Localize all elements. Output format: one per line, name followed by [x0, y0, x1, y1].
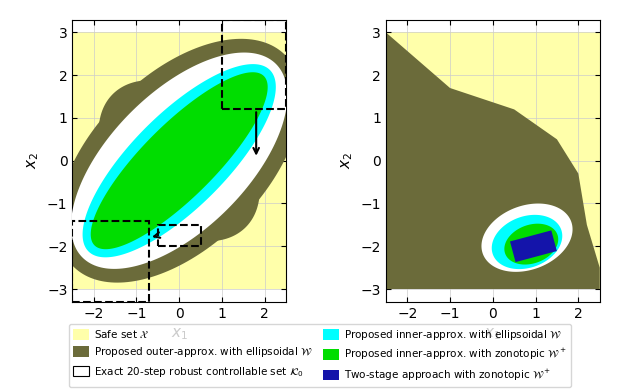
X-axis label: $x_1$: $x_1$	[484, 326, 501, 342]
Polygon shape	[99, 80, 260, 241]
Polygon shape	[83, 64, 276, 257]
Bar	[158, 225, 200, 246]
Polygon shape	[481, 203, 573, 272]
Polygon shape	[510, 230, 557, 262]
Polygon shape	[91, 72, 268, 249]
Polygon shape	[386, 33, 600, 289]
Y-axis label: $x_2$: $x_2$	[26, 152, 42, 169]
Legend: Safe set $\mathcal{X}$, Proposed outer-approx. with ellipsoidal $\mathcal{W}$, E: Safe set $\mathcal{X}$, Proposed outer-a…	[69, 324, 571, 387]
Y-axis label: $x_2$: $x_2$	[339, 152, 355, 169]
Polygon shape	[492, 215, 563, 269]
Bar	[72, 221, 149, 302]
X-axis label: $x_1$: $x_1$	[171, 326, 188, 342]
Polygon shape	[58, 39, 301, 283]
Polygon shape	[386, 33, 600, 289]
Polygon shape	[504, 224, 558, 265]
Polygon shape	[71, 53, 287, 269]
Bar	[222, 20, 286, 109]
Polygon shape	[72, 33, 286, 289]
